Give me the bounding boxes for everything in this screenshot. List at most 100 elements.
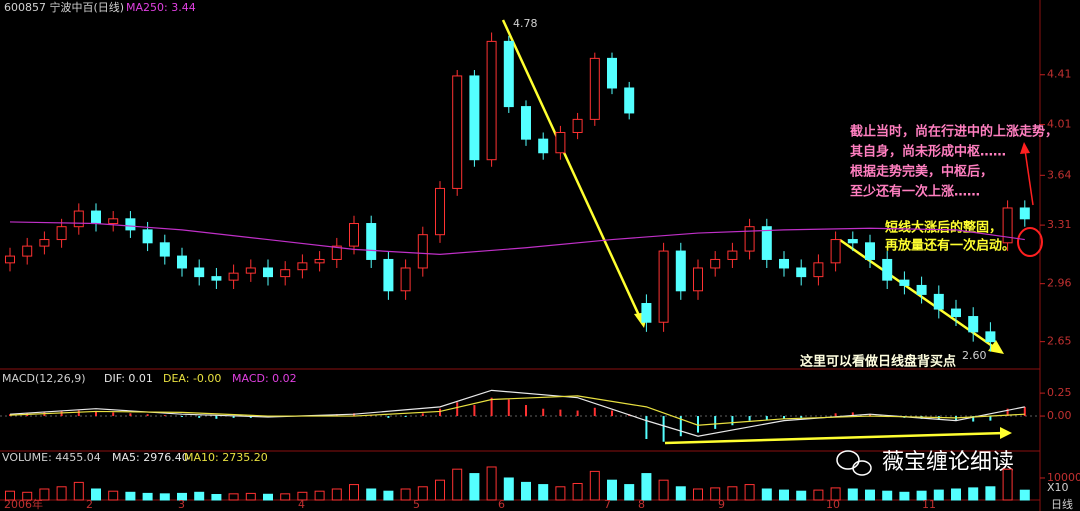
- volume-bar: [56, 486, 67, 501]
- volume-bar: [331, 488, 342, 501]
- candle-body: [435, 187, 445, 236]
- x-tick-label: 3: [178, 498, 185, 511]
- candle-body: [607, 57, 617, 89]
- candle-body: [916, 284, 927, 295]
- candle-body: [383, 258, 394, 292]
- candle-body: [572, 118, 583, 133]
- candle-body: [142, 229, 153, 244]
- watermark: 薇宝缠论细读: [882, 450, 1014, 475]
- candle-body: [469, 75, 480, 161]
- volume-bar: [779, 489, 789, 501]
- volume-bar: [366, 488, 377, 501]
- candle-body: [779, 258, 789, 269]
- candle-body: [245, 267, 256, 274]
- volume-bar: [796, 490, 807, 501]
- x-tick-label: 4: [298, 498, 305, 511]
- volume-bar: [435, 479, 445, 501]
- volume-bar: [521, 481, 531, 501]
- ma-label: MA250: 3.44: [126, 1, 196, 14]
- volume-bar: [624, 484, 635, 501]
- stock-title: 600857 宁波中百(日线): [4, 0, 124, 14]
- x-tick-label: 11: [922, 498, 936, 511]
- candle-body: [211, 276, 222, 281]
- x-tick-label: 8: [638, 498, 645, 511]
- candle-body: [22, 245, 33, 257]
- volume-bar: [882, 490, 893, 501]
- volume-bar: [211, 493, 222, 501]
- period-label: 日线: [1051, 497, 1073, 511]
- volume-bar: [761, 488, 772, 501]
- volume-bar: [194, 491, 205, 501]
- volume-bar: [916, 490, 927, 501]
- peak-label: 4.78: [513, 17, 538, 30]
- volume-bar: [555, 486, 566, 501]
- volume-bar: [349, 484, 359, 501]
- volume-bar: [951, 488, 961, 501]
- candle-body: [56, 226, 67, 241]
- note: 根据走势完美，中枢后，: [850, 164, 993, 180]
- volume-bar: [899, 491, 910, 501]
- candle-body: [744, 226, 755, 252]
- volume-bar: [589, 470, 600, 501]
- candle-body: [865, 242, 875, 260]
- x-tick-label: 10: [826, 498, 840, 511]
- candle-body: [761, 226, 772, 260]
- volume-bar: [280, 493, 291, 501]
- candle-body: [452, 75, 463, 189]
- volume-bar: [607, 479, 617, 501]
- candle-body: [847, 239, 858, 244]
- candle-body: [159, 242, 170, 257]
- volume-bar: [469, 473, 480, 501]
- volume-bar: [245, 492, 256, 501]
- volume-bar: [314, 490, 325, 501]
- candle-body: [933, 293, 944, 310]
- volume-bar: [177, 492, 187, 501]
- volume-bar: [22, 491, 33, 501]
- candle-body: [366, 223, 377, 260]
- candle-body: [177, 255, 187, 269]
- candle-body: [400, 267, 411, 292]
- volume-bar: [538, 484, 549, 501]
- volume-bar: [486, 466, 497, 501]
- volume-bar: [142, 492, 153, 501]
- candle-body: [486, 40, 497, 161]
- y-tick-label: 4.41: [1047, 68, 1072, 81]
- y-tick-label: 4.01: [1047, 118, 1072, 131]
- candle-body: [280, 269, 291, 278]
- candle-body: [1019, 207, 1030, 220]
- volume-bar: [675, 486, 686, 501]
- candle-body: [73, 210, 84, 228]
- watermark-icon: [836, 450, 872, 476]
- candle-body: [813, 262, 824, 278]
- volume-bar: [830, 487, 841, 501]
- x-tick-label: 6: [498, 498, 505, 511]
- candle-body: [693, 267, 703, 292]
- candle-body: [349, 223, 359, 247]
- candle-body: [228, 272, 239, 281]
- candle-body: [331, 245, 342, 260]
- ma-line: [9, 221, 1025, 256]
- y-tick-label: 0.25: [1047, 386, 1072, 399]
- x-tick-label: 9: [718, 498, 725, 511]
- candle-body: [125, 218, 136, 231]
- volume-bar: [417, 486, 428, 501]
- volume-bar: [5, 490, 15, 501]
- note: 短线大涨后的整固，: [885, 220, 1002, 236]
- x-tick-label: 5: [413, 498, 420, 511]
- volume-bar: [572, 482, 583, 501]
- indicator-label: VOLUME: 4455.04: [2, 451, 101, 464]
- y-tick-label: 10000: [1047, 471, 1080, 484]
- note: 再放量还有一次启动。: [885, 238, 1015, 254]
- candle-body: [503, 40, 514, 108]
- volume-bar: [710, 487, 721, 501]
- volume-bar: [452, 468, 463, 501]
- volume-bar: [108, 490, 119, 501]
- candle-body: [589, 57, 600, 120]
- volume-bar: [658, 479, 669, 501]
- volume-bar: [813, 489, 824, 501]
- indicator-label: MACD(12,26,9): [2, 372, 86, 385]
- candle-body: [91, 210, 101, 225]
- volume-bar: [985, 486, 996, 501]
- candle-body: [521, 106, 531, 140]
